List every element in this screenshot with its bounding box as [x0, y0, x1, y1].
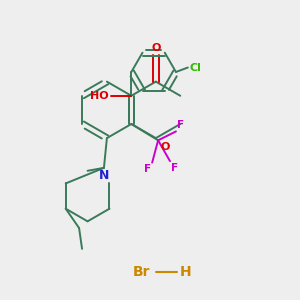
Text: F: F	[144, 164, 151, 174]
Text: F: F	[177, 120, 184, 130]
Text: Br: Br	[132, 265, 150, 279]
Text: O: O	[160, 142, 170, 152]
Text: N: N	[99, 169, 109, 182]
Text: Cl: Cl	[189, 62, 201, 73]
Text: F: F	[172, 163, 178, 172]
Text: HO: HO	[90, 91, 109, 101]
Text: H: H	[180, 265, 191, 279]
Text: O: O	[151, 44, 160, 53]
